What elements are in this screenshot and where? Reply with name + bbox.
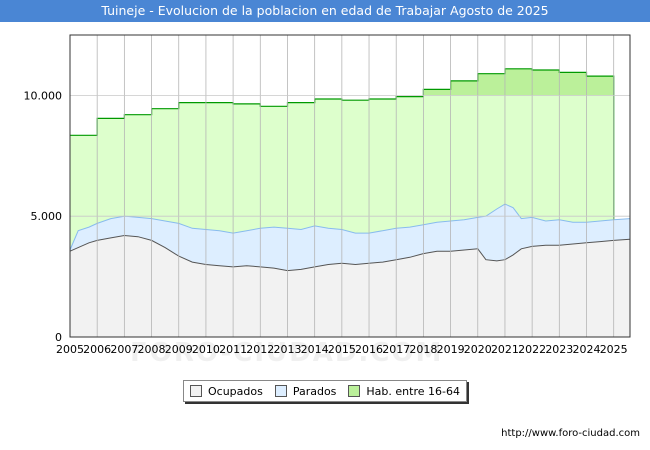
series-ocupados-area bbox=[70, 235, 630, 337]
legend-item-parados: Parados bbox=[274, 384, 337, 398]
x-tick-label: 2023 bbox=[545, 343, 573, 356]
legend-label-hab: Hab. entre 16-64 bbox=[366, 384, 460, 398]
y-tick-label: 0 bbox=[55, 331, 62, 344]
legend: Ocupados Parados Hab. entre 16-64 bbox=[183, 380, 467, 402]
x-tick-label: 2007 bbox=[110, 343, 138, 356]
x-tick-label: 2006 bbox=[83, 343, 111, 356]
x-tick-label: 2005 bbox=[56, 343, 84, 356]
x-tick-label: 2017 bbox=[382, 343, 410, 356]
x-tick-label: 2012 bbox=[246, 343, 274, 356]
legend-label-parados: Parados bbox=[292, 384, 337, 398]
legend-item-ocupados: Ocupados bbox=[189, 384, 263, 398]
x-tick-label: 2018 bbox=[409, 343, 437, 356]
series-ocupados-line bbox=[69, 234, 631, 272]
legend-item-hab: Hab. entre 16-64 bbox=[348, 385, 460, 398]
x-tick-label: 2015 bbox=[328, 343, 356, 356]
legend-label-ocupados: Ocupados bbox=[207, 384, 263, 398]
x-tick-label: 2019 bbox=[437, 343, 465, 356]
series-hab-area-top bbox=[423, 68, 614, 96]
legend-swatch-parados bbox=[274, 385, 287, 397]
x-tick-label: 2022 bbox=[518, 343, 546, 356]
plot-area bbox=[69, 34, 631, 338]
x-tick-label: 2024 bbox=[573, 343, 601, 356]
x-tick-label: 2013 bbox=[273, 343, 301, 356]
plot-border bbox=[69, 34, 631, 338]
y-tick-label: 10.000 bbox=[24, 89, 63, 102]
x-tick-label: 2016 bbox=[355, 343, 383, 356]
x-tick-label: 2014 bbox=[301, 343, 329, 356]
x-tick-label: 2020 bbox=[464, 343, 492, 356]
x-tick-label: 2010 bbox=[192, 343, 220, 356]
x-tick-label: 2009 bbox=[165, 343, 193, 356]
legend-swatch-ocupados bbox=[189, 385, 202, 397]
y-axis: 0 5.000 10.000 bbox=[24, 89, 63, 344]
chart-title: Tuineje - Evolucion de la poblacion en e… bbox=[0, 0, 650, 22]
series-parados-line bbox=[69, 203, 631, 251]
x-axis: 2005 2006 2007 2008 2009 2010 2011 2012 2013 2014… bbox=[56, 343, 628, 356]
y-tick-label: 5.000 bbox=[31, 210, 63, 223]
legend-swatch-hab bbox=[348, 385, 361, 397]
source-link[interactable]: http://www.foro-ciudad.com bbox=[501, 428, 640, 439]
x-tick-label: 2021 bbox=[491, 343, 519, 356]
x-tick-label: 2011 bbox=[219, 343, 247, 356]
x-tick-label: 2008 bbox=[138, 343, 166, 356]
watermark: FORO-CIUDAD.COM bbox=[130, 338, 444, 368]
x-tick-label: 2025 bbox=[600, 343, 628, 356]
